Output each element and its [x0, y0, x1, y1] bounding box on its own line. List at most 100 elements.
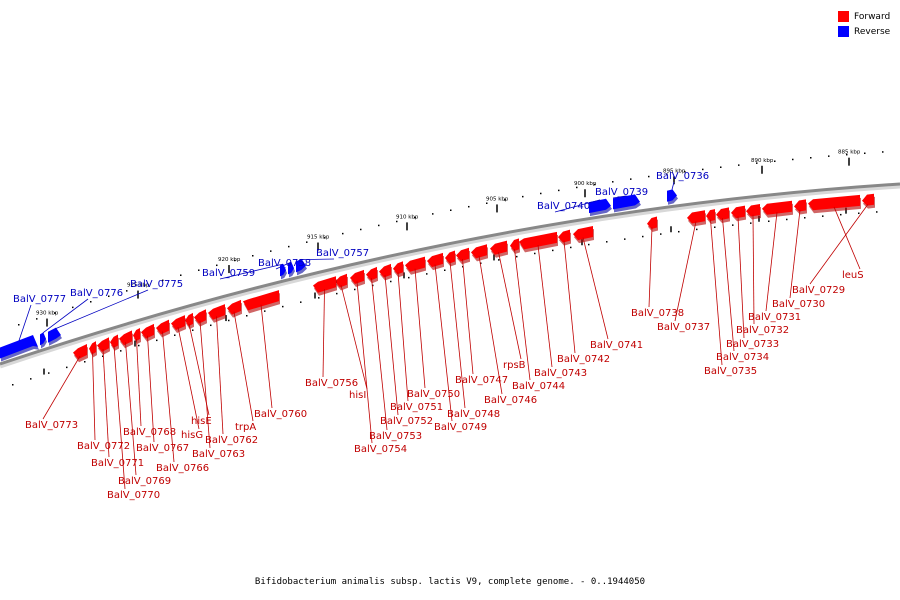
gene-arrow[interactable] — [313, 276, 336, 293]
gene-label[interactable]: BalV_0750 — [407, 389, 460, 400]
gene-BalV_0772[interactable]: BalV_0772 — [77, 341, 130, 452]
gene-arrow[interactable] — [350, 269, 364, 285]
gene-arrow[interactable] — [97, 337, 109, 352]
gene-label[interactable]: BalV_0759 — [202, 268, 255, 279]
gene-label[interactable]: BalV_0773 — [25, 420, 78, 431]
gene-label[interactable]: BalV_0739 — [595, 187, 648, 198]
gene-label[interactable]: trpA — [235, 422, 256, 433]
gene-arrow[interactable] — [808, 194, 860, 211]
gene-BalV_0746[interactable]: BalV_0746 — [471, 244, 537, 406]
gene-arrow[interactable] — [227, 299, 241, 315]
gene-label[interactable]: BalV_0746 — [484, 395, 537, 406]
gene-label[interactable]: BalV_0744 — [512, 381, 565, 392]
gene-label[interactable]: BalV_0762 — [205, 435, 258, 446]
gene-BalV_0749[interactable]: BalV_0749 — [427, 252, 487, 433]
gene-BalV_0734[interactable]: BalV_0734 — [716, 207, 769, 363]
gene-BalV_0729[interactable]: BalV_0729 — [792, 193, 875, 296]
gene-BalV_0738[interactable]: BalV_0738 — [631, 216, 684, 319]
gene-arrow[interactable] — [613, 194, 640, 210]
gene-arrow[interactable] — [558, 229, 570, 243]
gene-label[interactable]: leuS — [842, 270, 864, 281]
gene-arrow[interactable] — [194, 309, 206, 324]
gene-arrow[interactable] — [862, 193, 874, 206]
gene-BalV_0763[interactable]: BalV_0763 — [192, 309, 245, 460]
gene-arrow[interactable] — [243, 290, 279, 311]
gene-BalV_0754[interactable]: BalV_0754 — [350, 269, 407, 455]
gene-BalV_0750[interactable]: BalV_0750 — [405, 256, 460, 400]
gene-label[interactable]: rpsB — [503, 360, 526, 371]
gene-label[interactable]: BalV_0756 — [305, 378, 358, 389]
gene-label[interactable]: BalV_0729 — [792, 285, 845, 296]
gene-arrow[interactable] — [119, 330, 132, 346]
gene-label[interactable]: BalV_0743 — [534, 368, 587, 379]
gene-hisG[interactable]: hisG — [171, 315, 203, 441]
gene-label[interactable]: BalV_0742 — [557, 354, 610, 365]
gene-BalV_0762[interactable]: BalV_0762 — [205, 304, 258, 446]
gene-label[interactable]: BalV_0738 — [631, 308, 684, 319]
gene-label[interactable]: BalV_0747 — [455, 375, 508, 386]
gene-BalV_0766[interactable]: BalV_0766 — [156, 319, 209, 474]
gene-arrow[interactable] — [110, 334, 118, 348]
gene-arrow[interactable] — [393, 261, 403, 275]
gene-label[interactable]: BalV_0777 — [13, 294, 66, 305]
gene-arrow[interactable] — [89, 341, 96, 355]
gene-BalV_0743[interactable]: BalV_0743 — [519, 231, 587, 379]
gene-BalV_0776[interactable]: BalV_0776 — [40, 288, 123, 349]
gene-label[interactable]: BalV_0766 — [156, 463, 209, 474]
gene-arrow[interactable] — [762, 200, 792, 215]
gene-arrow[interactable] — [40, 332, 46, 346]
gene-arrow[interactable] — [510, 238, 519, 252]
gene-arrow[interactable] — [405, 256, 425, 272]
gene-arrow[interactable] — [746, 203, 760, 217]
gene-label[interactable]: BalV_0737 — [657, 322, 710, 333]
gene-arrow[interactable] — [716, 207, 729, 220]
gene-arrow[interactable] — [667, 189, 677, 202]
gene-arrow[interactable] — [73, 343, 87, 360]
gene-BalV_0753[interactable]: BalV_0753 — [366, 266, 422, 442]
gene-arrow[interactable] — [456, 247, 469, 262]
gene-arrow[interactable] — [706, 209, 715, 222]
gene-label[interactable]: BalV_0740 — [537, 201, 590, 212]
gene-BalV_0756[interactable]: BalV_0756 — [305, 276, 358, 389]
gene-BalV_0769[interactable]: BalV_0769 — [118, 330, 171, 487]
gene-BalV_0735[interactable]: BalV_0735 — [704, 209, 757, 377]
gene-BalV_0731[interactable]: BalV_0731 — [748, 200, 801, 323]
gene-label[interactable]: BalV_0768 — [123, 427, 176, 438]
gene-label[interactable]: BalV_0732 — [736, 325, 789, 336]
gene-arrow[interactable] — [427, 252, 443, 268]
gene-label[interactable]: BalV_0770 — [107, 490, 160, 501]
gene-arrow[interactable] — [490, 240, 507, 255]
gene-label[interactable]: BalV_0749 — [434, 422, 487, 433]
gene-BalV_0773[interactable]: BalV_0773 — [25, 343, 88, 431]
gene-BalV_0770[interactable]: BalV_0770 — [107, 334, 160, 501]
gene-label[interactable]: hisI — [349, 390, 366, 401]
gene-rpsB[interactable]: rpsB — [490, 240, 526, 371]
gene-label[interactable]: BalV_0776 — [70, 288, 123, 299]
gene-BalV_0751[interactable]: BalV_0751 — [390, 261, 443, 413]
gene-arrow[interactable] — [156, 319, 169, 335]
gene-arrow[interactable] — [133, 327, 140, 342]
gene-label[interactable]: BalV_0772 — [77, 441, 130, 452]
gene-label[interactable]: BalV_0735 — [704, 366, 757, 377]
gene-label[interactable]: BalV_0736 — [656, 171, 709, 182]
gene-arrow[interactable] — [445, 250, 455, 264]
gene-arrow[interactable] — [185, 312, 193, 327]
gene-label[interactable]: BalV_0730 — [772, 299, 825, 310]
gene-arrow[interactable] — [379, 263, 391, 278]
gene-arrow[interactable] — [296, 258, 306, 273]
gene-label[interactable]: BalV_0754 — [354, 444, 407, 455]
gene-BalV_0771[interactable]: BalV_0771 — [91, 337, 144, 469]
gene-BalV_0736[interactable]: BalV_0736 — [656, 171, 709, 205]
gene-BalV_0744[interactable]: BalV_0744 — [510, 238, 565, 392]
gene-label[interactable]: BalV_0748 — [447, 409, 500, 420]
gene-BalV_0730[interactable]: BalV_0730 — [772, 199, 825, 310]
gene-arrow[interactable] — [366, 266, 377, 281]
gene-leuS[interactable]: leuS — [808, 194, 864, 281]
gene-BalV_0740[interactable]: BalV_0740 — [537, 198, 612, 217]
gene-BalV_0737[interactable]: BalV_0737 — [657, 210, 710, 333]
gene-BalV_0759[interactable]: BalV_0759 — [202, 263, 287, 280]
gene-BalV_0748[interactable]: BalV_0748 — [445, 250, 500, 420]
gene-label[interactable]: BalV_0758 — [258, 258, 311, 269]
gene-label[interactable]: BalV_0757 — [316, 248, 369, 259]
gene-arrow[interactable] — [280, 263, 286, 277]
